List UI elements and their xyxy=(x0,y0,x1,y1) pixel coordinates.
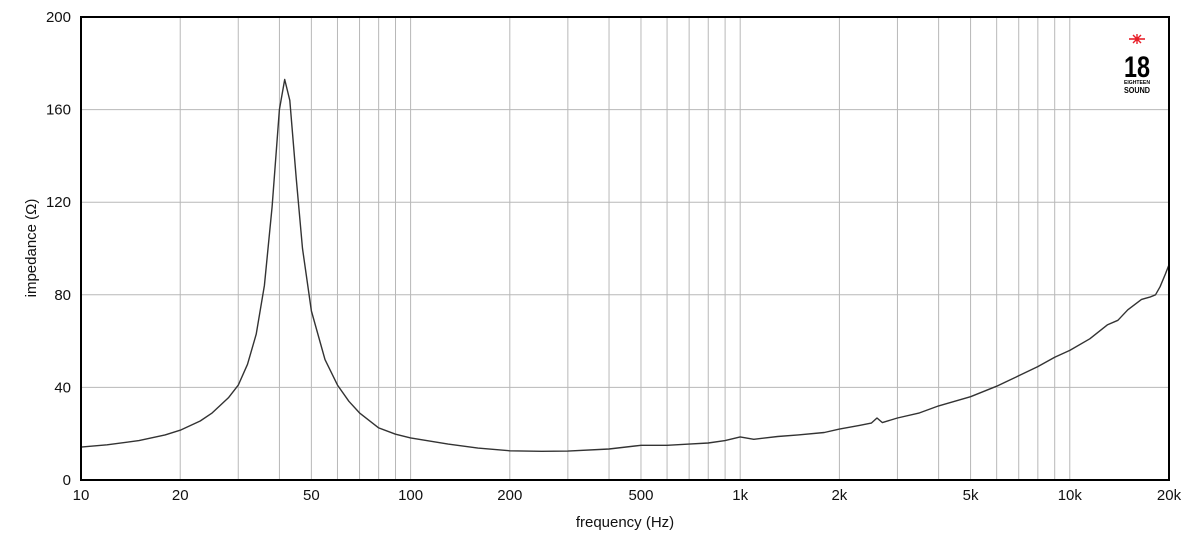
y-tick-label: 0 xyxy=(63,472,71,489)
x-tick-label: 10 xyxy=(73,487,90,504)
y-tick-label: 40 xyxy=(54,379,71,396)
eighteen-sound-logo: 18 EIGHTEEN SOUND xyxy=(1124,34,1150,95)
y-tick-label: 120 xyxy=(46,194,71,211)
x-tick-label: 20k xyxy=(1157,487,1182,504)
x-tick-label: 200 xyxy=(497,487,522,504)
y-tick-label: 200 xyxy=(46,9,71,26)
logo-line2: SOUND xyxy=(1124,86,1150,95)
impedance-curve xyxy=(80,78,1170,452)
logo-number: 18 xyxy=(1124,51,1150,84)
y-tick-label: 80 xyxy=(54,287,71,304)
x-axis-ticks: 10 20 50 100 200 500 1k 2k 5k 10k 20k xyxy=(73,487,1182,504)
x-tick-label: 500 xyxy=(628,487,653,504)
x-tick-label: 2k xyxy=(831,487,847,504)
x-tick-label: 5k xyxy=(963,487,979,504)
x-tick-label: 20 xyxy=(172,487,189,504)
x-tick-label: 100 xyxy=(398,487,423,504)
x-tick-label: 50 xyxy=(303,487,320,504)
gridlines xyxy=(81,17,1169,480)
x-tick-label: 1k xyxy=(732,487,748,504)
x-tick-label: 10k xyxy=(1058,487,1083,504)
x-axis-label: frequency (Hz) xyxy=(576,514,674,531)
plot-frame xyxy=(80,16,1170,481)
y-axis-label: impedance (Ω) xyxy=(23,199,40,298)
y-axis-ticks: 0 40 80 120 160 200 xyxy=(46,9,71,489)
y-tick-label: 160 xyxy=(46,102,71,119)
star-icon xyxy=(1129,34,1145,44)
logo-line1: EIGHTEEN xyxy=(1124,80,1150,86)
